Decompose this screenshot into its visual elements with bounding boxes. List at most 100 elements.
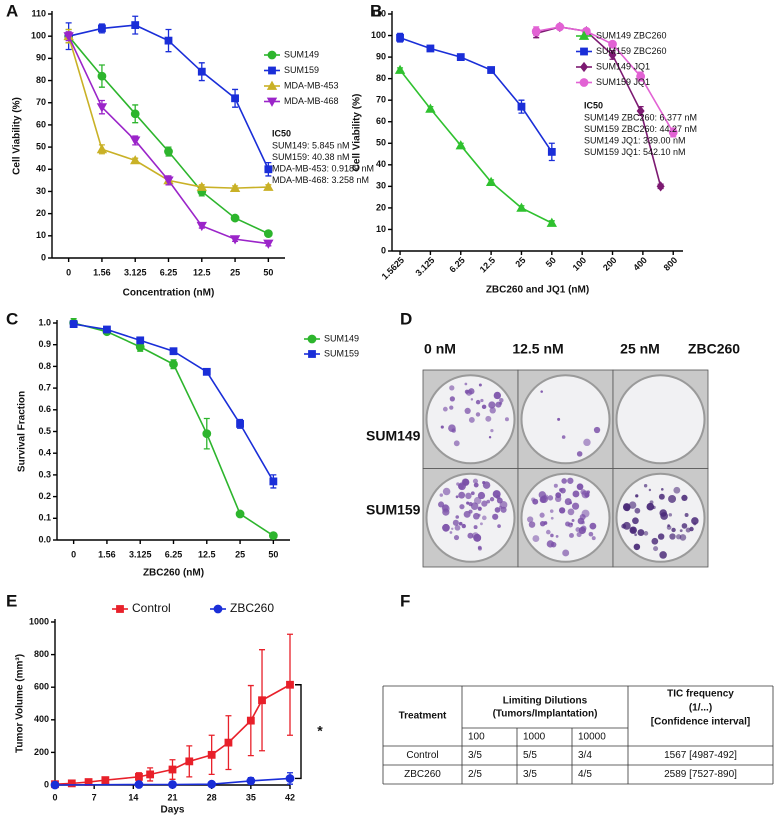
data-point — [268, 531, 278, 541]
data-point — [185, 757, 194, 766]
x-tick-label: 6.25 — [165, 549, 183, 559]
data-point — [146, 770, 155, 779]
significance-bracket — [295, 684, 302, 780]
x-tick-label: 12.5 — [198, 549, 216, 559]
colony — [545, 529, 551, 535]
data-point — [608, 39, 617, 49]
series-line — [399, 36, 553, 153]
legend-label: MDA-MB-453 — [284, 80, 339, 90]
legend-label: MDA-MB-468 — [284, 96, 339, 106]
data-point — [207, 779, 217, 789]
y-tick-label: 10 — [376, 224, 386, 234]
annotation-line: SUM159 ZBC260: 44.27 nM — [584, 124, 697, 134]
data-point — [202, 367, 211, 376]
colony — [461, 523, 466, 529]
column-label: 0 nM — [424, 341, 456, 357]
colony — [477, 513, 481, 517]
table-header: [Confidence interval] — [651, 717, 750, 728]
y-tick-label: 40 — [36, 164, 46, 174]
legend-marker — [268, 66, 276, 75]
colony — [464, 382, 468, 386]
colony — [623, 503, 631, 512]
data-point — [163, 176, 174, 186]
data-point — [455, 140, 466, 150]
data-point — [229, 235, 241, 245]
y-tick-label: 30 — [36, 186, 46, 196]
series-line — [67, 35, 269, 189]
colony — [550, 533, 554, 538]
x-tick-label: 50 — [268, 549, 278, 559]
dose-label: 10000 — [578, 732, 606, 743]
annotation-line: SUM149 ZBC260: 6.377 nM — [584, 112, 697, 122]
colony — [485, 415, 492, 422]
data-point — [97, 71, 107, 81]
table-cell: 3/5 — [523, 769, 537, 780]
colony — [569, 533, 574, 538]
plate-well — [615, 374, 706, 465]
colony — [451, 527, 454, 530]
legend-label: SUM159 — [324, 348, 359, 358]
data-point — [231, 94, 239, 103]
colony — [547, 495, 554, 501]
table-cell: 1567 [4987-492] — [664, 750, 737, 761]
x-tick-label: 6.25 — [447, 255, 466, 274]
colony — [488, 401, 496, 409]
panel-label: A — [6, 1, 18, 20]
colony — [455, 495, 459, 499]
colony — [481, 500, 488, 507]
colony — [653, 546, 659, 552]
plate-well — [520, 374, 611, 465]
colony — [478, 383, 482, 387]
dose-label: 1000 — [523, 732, 546, 743]
y-tick-label: 20 — [376, 202, 386, 212]
colony — [540, 390, 543, 393]
colony — [475, 412, 481, 417]
data-point — [531, 26, 541, 36]
colony — [567, 522, 573, 528]
table-cell: ZBC260 — [404, 769, 441, 780]
table-cell: 2589 [7527-890] — [664, 769, 737, 780]
colony — [679, 529, 683, 533]
colony — [581, 520, 585, 525]
colony — [470, 502, 479, 510]
panel-label: B — [370, 1, 382, 20]
y-tick-label: 110 — [371, 8, 386, 18]
colony — [496, 495, 501, 500]
colony — [628, 501, 637, 509]
colony — [561, 435, 566, 439]
data-point — [164, 147, 173, 156]
y-tick-label: 0 — [41, 252, 46, 262]
x-tick-label: 100 — [571, 255, 589, 273]
colony — [477, 491, 486, 500]
colony — [499, 500, 508, 509]
data-point — [130, 155, 141, 165]
y-tick-label: 0.8 — [38, 361, 51, 371]
colony — [490, 428, 494, 433]
colony — [449, 396, 455, 402]
legend-label: SUM159 ZBC260 — [596, 46, 667, 56]
legend-label: SUM159 — [284, 65, 319, 75]
colony — [669, 533, 676, 540]
colony — [495, 401, 502, 408]
x-axis-label: Concentration (nM) — [123, 288, 215, 299]
data-point — [169, 347, 178, 356]
x-tick-label: 3.125 — [413, 255, 436, 278]
data-point — [169, 359, 178, 369]
data-point — [103, 325, 111, 334]
legend-marker — [266, 97, 278, 107]
legend-label: Control — [132, 601, 171, 615]
table-header: Limiting Dilutions — [503, 696, 588, 707]
data-point — [168, 780, 177, 789]
y-tick-label: 1.0 — [38, 317, 51, 327]
colony — [593, 426, 601, 434]
colony — [567, 508, 575, 516]
y-tick-label: 40 — [376, 159, 386, 169]
colony — [442, 523, 450, 532]
colony — [659, 551, 667, 559]
annotation-line: SUM159 JQ1: 542.10 nM — [584, 147, 686, 157]
colony — [581, 509, 590, 518]
y-tick-label: 10 — [36, 230, 46, 240]
colony — [459, 504, 465, 510]
data-point — [516, 202, 527, 212]
colony — [550, 516, 554, 520]
